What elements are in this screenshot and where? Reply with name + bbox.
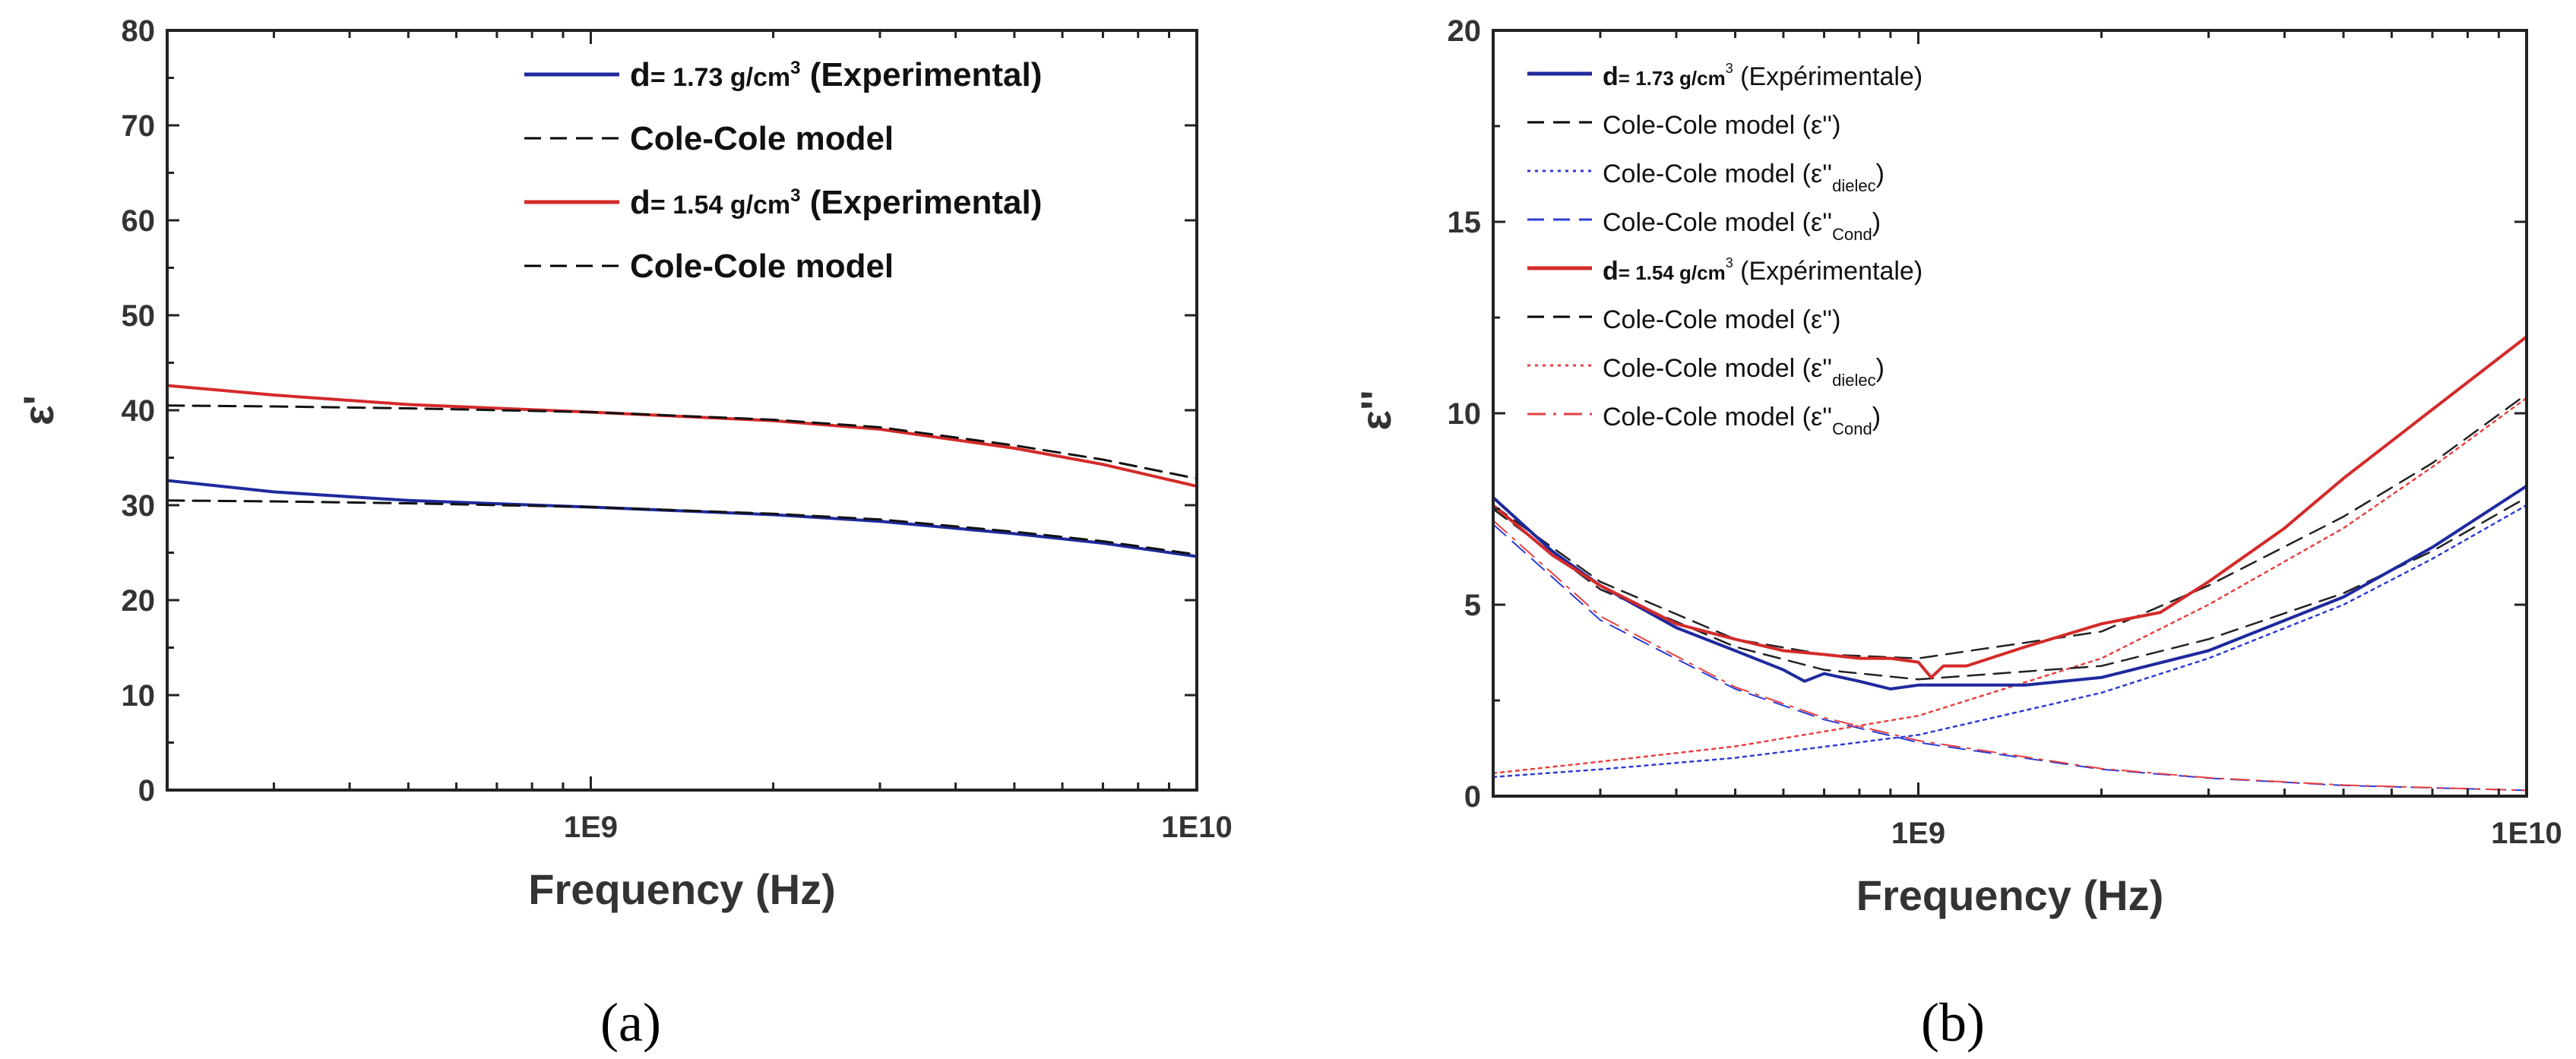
series-group	[167, 384, 1197, 558]
y-tick-label: 40	[122, 394, 156, 428]
legend-label: Cole-Cole model	[630, 248, 894, 285]
series-line-0	[167, 384, 1197, 488]
series-line-3	[1493, 397, 2527, 775]
x-tick-label: 1E10	[2491, 817, 2562, 850]
x-axis-label: Frequency (Hz)	[1856, 871, 2164, 919]
chart-panel-a: 0 10 20 30 40 50 60 70 80 1E9 1E10 Frequency (Hz) ε'…	[14, 14, 1233, 913]
legend: d= 1.73 g/cm3 (Experimental) Cole-Cole mo…	[524, 56, 1042, 285]
series-line-6	[1493, 484, 2527, 691]
series-line-0	[1493, 523, 2527, 792]
legend-label: Cole-Cole model (ε''dielec)	[1603, 354, 1885, 390]
series-line-2	[167, 479, 1197, 558]
y-tick-label: 20	[122, 584, 156, 618]
y-tick-label: 80	[122, 14, 156, 48]
legend: d= 1.73 g/cm3 (Expérimentale) Cole-Cole m…	[1527, 61, 1923, 438]
legend-label: d= 1.73 g/cm3 (Expérimentale)	[1603, 61, 1923, 91]
series-line-7	[1493, 335, 2527, 679]
series-line-1	[167, 404, 1197, 480]
legend-label: d= 1.54 g/cm3 (Experimental)	[630, 184, 1042, 221]
panel-label-b: (b)	[1921, 992, 1985, 1053]
legend-label: Cole-Cole model (ε''Cond)	[1603, 208, 1881, 244]
y-tick-label: 60	[122, 204, 156, 238]
y-axis-label: ε'	[14, 395, 62, 425]
legend-label: d= 1.54 g/cm3 (Expérimentale)	[1603, 255, 1923, 286]
x-tick-label: 1E9	[1891, 817, 1945, 850]
y-tick-label: 10	[1448, 397, 1482, 431]
series-group	[1493, 335, 2527, 792]
legend-label: Cole-Cole model (ε''dielec)	[1603, 160, 1885, 195]
y-tick-label: 30	[122, 489, 156, 523]
series-line-1	[1493, 520, 2527, 792]
y-tick-label: 50	[122, 299, 156, 333]
legend-label: Cole-Cole model (ε'')	[1603, 111, 1840, 140]
y-tick-label: 10	[122, 679, 156, 713]
series-line-2	[1493, 504, 2527, 779]
legend-label: d= 1.73 g/cm3 (Experimental)	[630, 56, 1042, 93]
panel-label-a: (a)	[600, 992, 661, 1053]
legend-label: Cole-Cole model (ε'')	[1603, 305, 1840, 334]
legend-label: Cole-Cole model	[630, 120, 894, 157]
y-tick-label: 5	[1464, 589, 1481, 622]
chart-panel-b: 0 5 10 15 20 1E9 1E10 Frequency (Hz) ε'' d= 1.73 …	[1352, 14, 2562, 919]
y-tick-label: 0	[1464, 780, 1481, 814]
x-tick-label: 1E10	[1161, 811, 1232, 844]
y-tick-label: 70	[122, 109, 156, 143]
series-line-5	[1493, 393, 2527, 659]
y-tick-label: 20	[1448, 14, 1482, 48]
x-axis-label: Frequency (Hz)	[528, 865, 836, 913]
y-tick-label: 15	[1448, 206, 1482, 239]
series-line-3	[167, 499, 1197, 556]
y-axis-label: ε''	[1352, 390, 1400, 430]
legend-label: Cole-Cole model (ε''Cond)	[1603, 403, 1881, 438]
x-tick-label: 1E9	[564, 811, 618, 844]
y-tick-label: 0	[138, 774, 155, 808]
